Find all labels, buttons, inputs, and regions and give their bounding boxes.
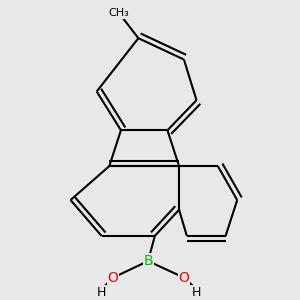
Text: H: H <box>192 286 201 298</box>
Text: CH₃: CH₃ <box>109 8 129 18</box>
Text: H: H <box>97 286 106 298</box>
Text: B: B <box>143 254 153 268</box>
Text: O: O <box>108 271 118 285</box>
Text: O: O <box>178 271 189 285</box>
